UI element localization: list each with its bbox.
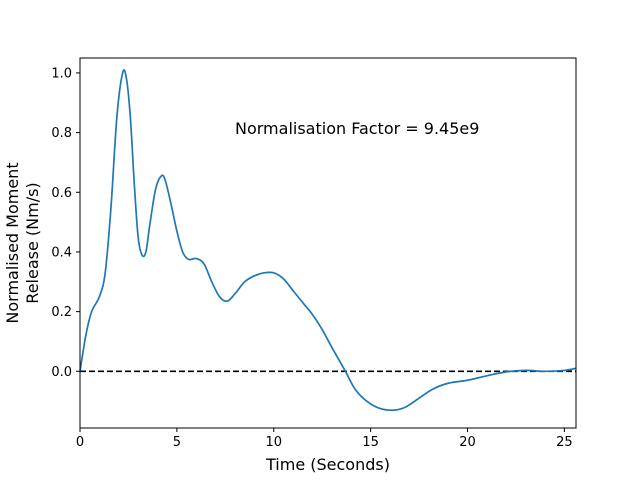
axis-ticks: 0 5 10 15 20 25 0.0 0.2 0.4 0.6 0.8 1.0 [51, 66, 572, 450]
y-axis-label-line-2: Release (Nm/s) [23, 182, 42, 303]
x-tick-label: 5 [173, 435, 181, 450]
series-group [79, 69, 577, 412]
y-tick-label: 0.8 [51, 126, 72, 141]
x-tick-label: 10 [265, 435, 282, 450]
y-tick-label: 0.2 [51, 305, 72, 320]
x-tick-label: 20 [459, 435, 476, 450]
x-axis-label: Time (Seconds) [265, 455, 390, 474]
x-tick-label: 0 [76, 435, 84, 450]
moment-release-line [79, 69, 577, 412]
y-tick-label: 1.0 [51, 66, 72, 81]
x-tick-label: 25 [556, 435, 573, 450]
x-tick-label: 15 [362, 435, 379, 450]
plot-frame [79, 57, 577, 429]
y-axis-label-line-1: Normalised Moment [3, 162, 22, 323]
y-tick-label: 0.0 [51, 365, 72, 380]
normalisation-annotation: Normalisation Factor = 9.45e9 [235, 119, 479, 138]
y-tick-label: 0.4 [51, 245, 72, 260]
y-tick-label: 0.6 [51, 186, 72, 201]
